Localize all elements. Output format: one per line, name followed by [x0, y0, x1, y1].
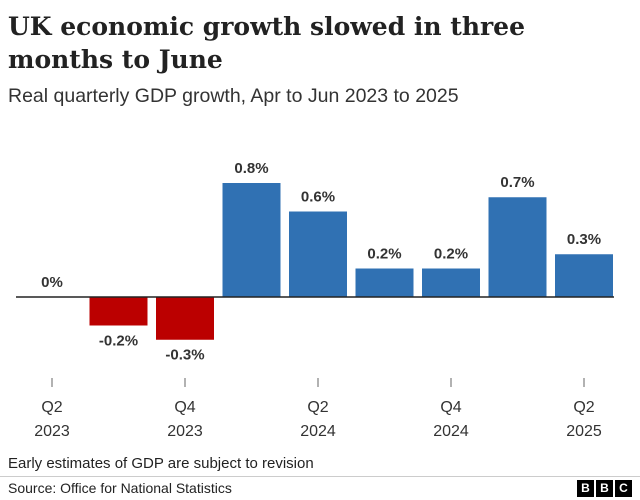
value-label: 0.3%: [567, 231, 601, 248]
bar: [488, 197, 547, 297]
value-label: 0.8%: [234, 160, 268, 177]
x-tick-label: Q2 2023: [34, 399, 70, 440]
value-label: -0.3%: [165, 347, 204, 364]
chart-subtitle: Real quarterly GDP growth, Apr to Jun 20…: [8, 85, 459, 107]
value-label: 0.2%: [434, 245, 468, 262]
value-label: -0.2%: [99, 332, 138, 349]
logo-letter: C: [615, 480, 632, 497]
chart-title: UK economic growth slowed in three month…: [8, 12, 525, 74]
bar: [555, 254, 613, 297]
value-label: 0.2%: [367, 245, 401, 262]
x-tick-label: Q4 2024: [433, 399, 469, 440]
value-label: 0%: [41, 274, 63, 291]
x-tick-label: Q2 2025: [566, 399, 602, 440]
logo-letter: B: [577, 480, 594, 497]
bar: [89, 297, 148, 326]
logo: B B C: [577, 480, 632, 497]
separator: [0, 476, 640, 477]
note: Early estimates of GDP are subject to re…: [8, 455, 314, 472]
value-label: 0.6%: [301, 188, 335, 205]
bar: [156, 297, 214, 340]
x-tick-label: Q2 2024: [300, 399, 336, 440]
source: Source: Office for National Statistics: [8, 480, 232, 496]
logo-letter: B: [596, 480, 613, 497]
bar: [422, 268, 480, 297]
x-tick-label: Q4 2023: [167, 399, 203, 440]
bar: [289, 211, 347, 297]
value-label: 0.7%: [500, 174, 534, 191]
bar: [355, 268, 414, 297]
bar: [222, 183, 281, 297]
